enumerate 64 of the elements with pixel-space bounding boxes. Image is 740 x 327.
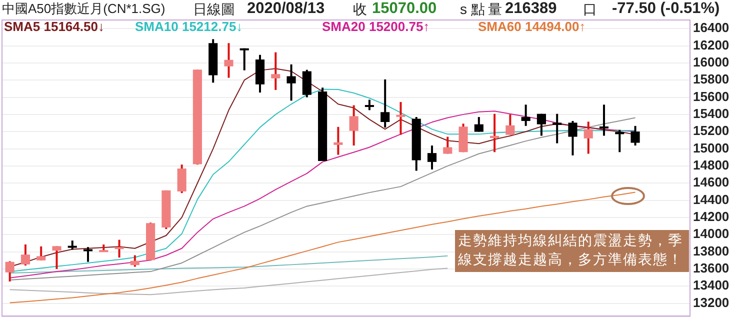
text: -77.50 (-0.51%) bbox=[612, 0, 720, 18]
candlestick bbox=[36, 245, 46, 262]
candlestick bbox=[396, 100, 406, 136]
candlestick bbox=[349, 104, 358, 147]
candlestick bbox=[114, 238, 124, 259]
candlestick bbox=[334, 126, 343, 156]
y-tick-label: 13400 bbox=[693, 278, 730, 293]
candlestick bbox=[568, 120, 578, 156]
y-tick-label: 13200 bbox=[693, 294, 730, 310]
text: 216389 bbox=[505, 0, 557, 18]
text: 量 bbox=[488, 0, 502, 18]
candlestick bbox=[599, 104, 609, 137]
y-tick-label: 15200 bbox=[693, 123, 730, 138]
candlestick bbox=[521, 104, 530, 127]
text: SMA20 15200.75↑ bbox=[322, 19, 430, 34]
y-tick-label: 14000 bbox=[693, 226, 730, 242]
candlestick bbox=[177, 164, 186, 194]
y-tick-label: 14600 bbox=[693, 174, 730, 190]
candlestick bbox=[83, 246, 93, 263]
text: 收 bbox=[353, 0, 367, 18]
y-tick-label: 15600 bbox=[693, 88, 730, 104]
y-tick-label: 14800 bbox=[693, 158, 730, 173]
text: SMA5 15164.50↓ bbox=[4, 19, 104, 34]
candlestick bbox=[552, 112, 562, 144]
candlestick bbox=[615, 128, 624, 154]
text: 15070.00 bbox=[372, 0, 437, 18]
candlestick bbox=[240, 47, 249, 72]
candlestick bbox=[506, 113, 515, 136]
candlestick bbox=[224, 42, 234, 79]
candlestick bbox=[20, 243, 30, 267]
candlestick bbox=[364, 98, 374, 112]
candlestick bbox=[630, 124, 640, 147]
candlestick bbox=[302, 68, 312, 98]
candlestick bbox=[271, 51, 280, 91]
y-tick-label: 15400 bbox=[693, 106, 730, 122]
text: SMA60 14494.00↑ bbox=[478, 19, 586, 34]
text: 2020/08/13 bbox=[247, 0, 325, 18]
candlestick bbox=[536, 112, 546, 137]
y-tick-label: 16400 bbox=[693, 20, 730, 36]
candlestick bbox=[380, 78, 390, 129]
y-tick-label: 16000 bbox=[693, 54, 730, 70]
text: s 點 bbox=[460, 0, 485, 18]
annotation: 走勢維持均線糾結的震盪走勢，季線支撐越走越高，多方準備表態！ bbox=[455, 230, 689, 272]
y-tick-label: 16200 bbox=[693, 37, 730, 52]
candlestick bbox=[68, 240, 77, 251]
candlestick bbox=[5, 260, 14, 283]
y-tick-label: 13600 bbox=[693, 260, 730, 276]
y-tick-label: 15800 bbox=[693, 72, 730, 87]
candlestick bbox=[443, 136, 452, 155]
text: SMA10 15212.75↓ bbox=[135, 19, 243, 34]
text: 日線圖 bbox=[193, 0, 235, 18]
text: 口 bbox=[583, 0, 597, 18]
candlestick bbox=[130, 254, 140, 268]
chart-title: 中國A50指數近月(CN*1.SG) bbox=[2, 0, 166, 18]
y-tick-label: 15000 bbox=[693, 140, 730, 156]
y-tick-label: 14400 bbox=[693, 192, 730, 207]
candlestick bbox=[286, 63, 296, 102]
y-tick-label: 13800 bbox=[693, 243, 730, 258]
candlestick bbox=[474, 116, 484, 133]
candlestick bbox=[584, 120, 593, 155]
candlestick bbox=[427, 144, 437, 170]
candlestick bbox=[490, 112, 500, 154]
y-tick-label: 14200 bbox=[693, 209, 730, 224]
candlestick bbox=[52, 245, 62, 270]
